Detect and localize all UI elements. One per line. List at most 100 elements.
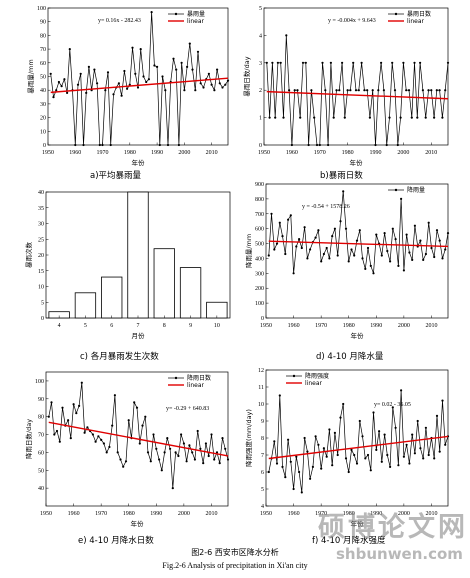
x-tick-label: 2000 bbox=[398, 323, 410, 329]
x-tick-label: 2000 bbox=[398, 511, 410, 517]
data-point bbox=[430, 89, 433, 92]
x-tick-label: 9 bbox=[189, 323, 192, 329]
y-tick-label: 15 bbox=[38, 269, 44, 275]
x-tick-label: 4 bbox=[58, 323, 61, 329]
data-point bbox=[322, 252, 325, 256]
data-point bbox=[174, 451, 177, 454]
x-tick-label: 7 bbox=[137, 323, 140, 329]
data-point bbox=[144, 415, 147, 418]
data-point bbox=[350, 448, 353, 451]
y-tick-label: 2 bbox=[259, 88, 262, 94]
x-axis-label: 年份 bbox=[351, 519, 365, 528]
trend-equation: y= -0.29 + 640.83 bbox=[166, 406, 209, 412]
legend-label: linear bbox=[407, 18, 425, 25]
data-point bbox=[142, 75, 145, 78]
data-point bbox=[405, 89, 408, 92]
data-point bbox=[149, 460, 152, 463]
x-tick-label: 1980 bbox=[343, 511, 355, 517]
y-tick-label: 0 bbox=[259, 143, 262, 149]
data-point bbox=[427, 221, 430, 224]
data-point bbox=[299, 116, 302, 119]
series-line bbox=[268, 191, 449, 274]
data-point bbox=[400, 389, 403, 392]
data-point bbox=[300, 491, 303, 494]
data-point bbox=[86, 426, 89, 429]
data-point bbox=[314, 236, 317, 239]
x-tick-label: 1960 bbox=[68, 511, 80, 517]
data-point bbox=[314, 435, 317, 438]
data-point bbox=[338, 89, 341, 92]
data-point bbox=[218, 462, 221, 465]
data-point bbox=[224, 83, 227, 86]
data-point bbox=[383, 232, 386, 235]
data-point bbox=[175, 68, 178, 71]
data-point bbox=[85, 91, 88, 94]
data-point bbox=[388, 116, 391, 119]
y-tick-label: 4 bbox=[259, 33, 262, 39]
data-point bbox=[416, 419, 419, 423]
y-tick-label: 100 bbox=[35, 379, 44, 385]
x-tick-label: 1960 bbox=[286, 150, 298, 156]
legend-label: linear bbox=[187, 18, 205, 25]
data-point bbox=[69, 437, 72, 440]
y-tick-label: 80 bbox=[40, 33, 46, 39]
data-point bbox=[383, 433, 386, 436]
legend-marker bbox=[394, 188, 398, 192]
data-point bbox=[344, 457, 348, 460]
data-point bbox=[325, 246, 328, 250]
data-point bbox=[113, 394, 116, 397]
data-point bbox=[124, 460, 128, 463]
trend-line bbox=[268, 240, 449, 248]
plot-frame bbox=[265, 183, 449, 319]
data-point bbox=[146, 451, 150, 454]
data-point bbox=[405, 233, 408, 236]
x-tick-label: 10 bbox=[214, 323, 220, 329]
data-point bbox=[117, 82, 120, 85]
data-point bbox=[366, 246, 370, 250]
data-point bbox=[366, 453, 370, 457]
y-tick-label: 40 bbox=[38, 190, 44, 196]
data-point bbox=[315, 143, 319, 147]
data-point bbox=[289, 214, 292, 217]
data-point bbox=[391, 227, 394, 230]
data-point bbox=[380, 254, 383, 257]
data-point bbox=[96, 82, 99, 85]
data-point bbox=[292, 272, 295, 275]
data-point bbox=[424, 252, 427, 256]
data-point bbox=[402, 455, 405, 458]
data-point bbox=[433, 116, 436, 119]
data-point bbox=[413, 224, 416, 227]
data-point bbox=[295, 245, 298, 248]
y-tick-label: 600 bbox=[255, 227, 264, 233]
data-point bbox=[357, 89, 360, 92]
x-axis-label: 年份 bbox=[131, 519, 145, 528]
data-point bbox=[349, 89, 352, 92]
x-tick-label: 1990 bbox=[370, 511, 382, 517]
data-point bbox=[346, 89, 349, 92]
legend-marker bbox=[174, 12, 178, 16]
data-point bbox=[361, 435, 364, 438]
x-tick-label: 1960 bbox=[288, 323, 300, 329]
data-point bbox=[318, 143, 321, 147]
data-point bbox=[164, 89, 167, 92]
data-point bbox=[333, 227, 336, 230]
y-tick-label: 10 bbox=[38, 285, 44, 291]
data-point bbox=[273, 248, 276, 251]
y-tick-label: 5 bbox=[41, 300, 44, 306]
data-point bbox=[196, 50, 200, 53]
data-point bbox=[355, 239, 359, 242]
data-point bbox=[343, 116, 346, 119]
data-point bbox=[104, 89, 107, 92]
trend-line bbox=[48, 421, 229, 457]
data-point bbox=[421, 89, 424, 92]
data-point bbox=[215, 451, 219, 454]
data-point bbox=[303, 436, 306, 440]
data-point bbox=[413, 452, 416, 455]
y-tick-label: 8 bbox=[261, 436, 264, 442]
trend-line bbox=[266, 90, 449, 100]
data-point bbox=[407, 89, 411, 92]
y-tick-label: 12 bbox=[258, 368, 264, 374]
data-point bbox=[216, 68, 219, 71]
y-axis-label: 暴雨次数 bbox=[24, 242, 33, 269]
data-point bbox=[153, 64, 156, 67]
